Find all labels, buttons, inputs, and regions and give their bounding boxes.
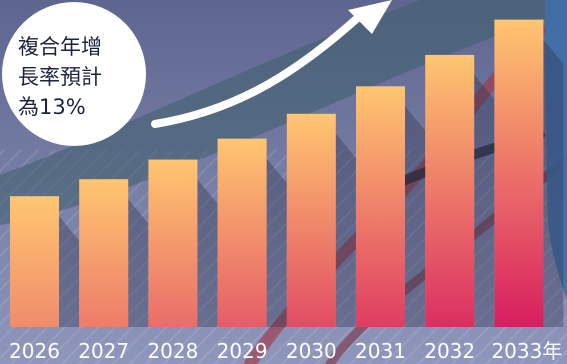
x-tick-label: 2029	[217, 339, 268, 363]
bar-2026	[10, 196, 59, 327]
bar-2029	[217, 138, 267, 327]
bar-shadow	[405, 106, 425, 327]
bar-2032	[425, 54, 475, 327]
bar-shadow	[197, 179, 218, 327]
background-shoe-blue	[545, 0, 567, 300]
bar-2030	[286, 113, 336, 328]
x-tick-label: 2026	[9, 339, 60, 363]
x-tick-label: 2033年	[491, 339, 562, 363]
bar-2028	[148, 159, 198, 327]
annotation-line-3: 為13%	[18, 95, 86, 119]
bar-shadow	[59, 216, 79, 327]
x-tick-label: 2027	[78, 339, 129, 363]
growth-arrow-head	[348, 0, 392, 34]
annotation-line-1: 複合年增	[18, 35, 102, 59]
annotation-bubble	[2, 2, 146, 146]
x-tick-label: 2032	[424, 339, 475, 363]
x-tick-label: 2028	[147, 339, 198, 363]
x-tick-label: 2031	[355, 339, 406, 363]
annotation-line-2: 長率預計	[18, 65, 102, 89]
bar-shadow	[335, 133, 356, 327]
bar-2027	[79, 179, 129, 327]
x-tick-label: 2030	[286, 339, 337, 363]
bar-shadow	[543, 39, 564, 328]
bar-2033年	[494, 19, 544, 328]
bar-shadow	[474, 74, 495, 327]
bar-shadow	[128, 199, 149, 327]
bar-2031	[356, 86, 405, 327]
growth-arrow-shaft	[151, 10, 366, 128]
bar-shadow	[266, 158, 287, 327]
